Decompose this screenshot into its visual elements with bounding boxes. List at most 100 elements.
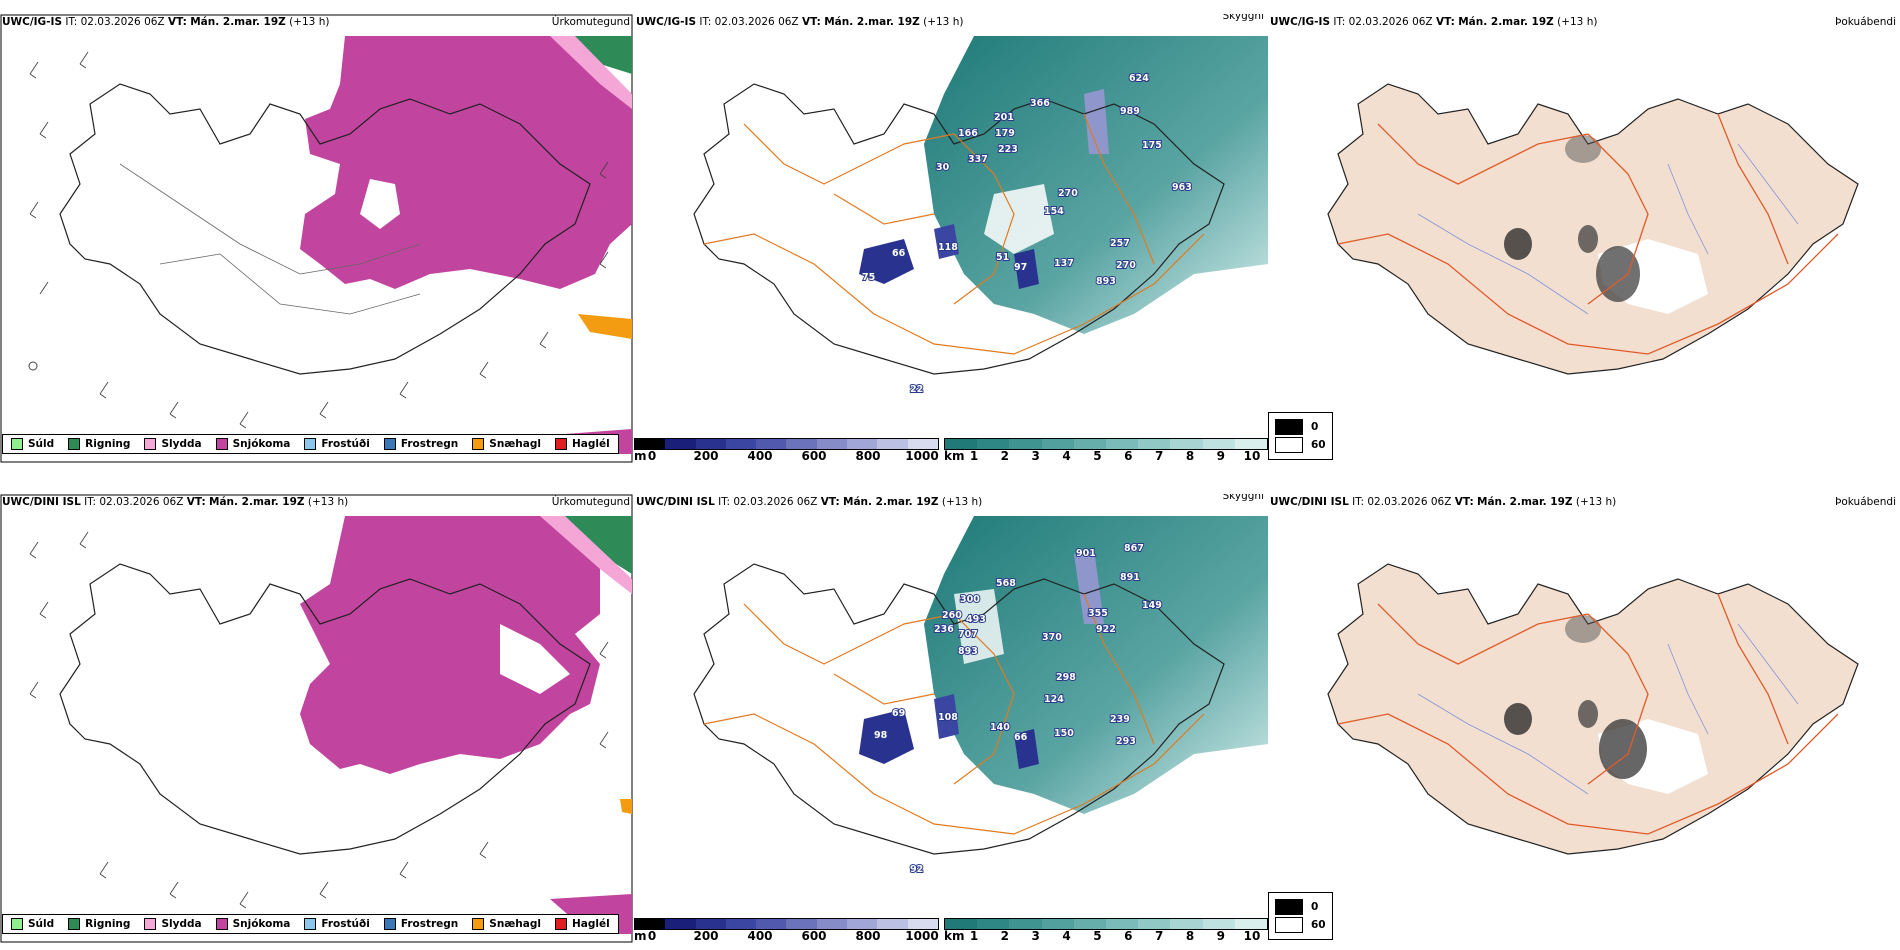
swatch-frostregn xyxy=(383,918,396,930)
cloud-label: 97 xyxy=(1014,262,1027,273)
legend-label: Haglél xyxy=(571,438,610,450)
swatch-frostregn xyxy=(383,438,396,450)
cloud-label: 260 xyxy=(942,610,962,621)
cloud-base-unit: m xyxy=(634,929,647,943)
visibility-color-step xyxy=(1041,439,1074,449)
legend-label: Haglél xyxy=(571,918,610,930)
swatch-frostudi xyxy=(304,438,317,450)
cloud-label: 298 xyxy=(1056,672,1076,683)
model-name: UWC/DINI ISL xyxy=(2,496,81,508)
cloud-label: 293 xyxy=(1116,736,1136,747)
cloud-label: 963 xyxy=(1172,182,1192,193)
panel-header: UWC/IG-IS IT: 02.03.2026 06Z VT: Mán. 2.… xyxy=(1268,14,1900,30)
cloud-label: 901 xyxy=(1076,548,1096,559)
visibility-color-step xyxy=(1170,439,1203,449)
legend-label: Snæhagl xyxy=(489,918,541,930)
cloud-base-color-step xyxy=(635,439,666,449)
it-value: 02.03.2026 06Z xyxy=(80,16,165,28)
visibility-tick: 9 xyxy=(1216,929,1226,943)
cloud-label: 137 xyxy=(1054,258,1074,269)
cloud-label: 624 xyxy=(1129,73,1149,84)
cloud-label: 150 xyxy=(1054,728,1074,739)
cloud-label: 201 xyxy=(994,112,1014,123)
lead-time: (+13 h) xyxy=(1557,16,1598,28)
cloud-label: 92 xyxy=(910,864,923,875)
visibility-scale: km 1 2 3 4 5 6 7 8 9 10 xyxy=(944,918,1268,944)
cloud-label: 867 xyxy=(1124,543,1144,554)
it-label: IT: xyxy=(699,16,712,28)
legend-label: Snæhagl xyxy=(489,438,541,450)
visibility-color-step xyxy=(1009,439,1042,449)
model-name: UWC/IG-IS xyxy=(2,16,63,28)
cloud-map: 901 867 568 891 300 260 493 236 707 355 … xyxy=(693,516,1268,876)
legend-item-snjokoma: Snjókoma xyxy=(215,918,290,930)
cloud-label: 179 xyxy=(995,128,1015,139)
fog-legend-row: 60 xyxy=(1275,437,1326,453)
visibility-tick: 3 xyxy=(1031,449,1040,463)
cloud-base-color-step xyxy=(786,919,817,929)
visibility-color-step xyxy=(1041,919,1074,929)
visibility-tick: 2 xyxy=(1000,929,1010,943)
visibility-tick: 4 xyxy=(1062,449,1071,463)
legend-item-frostregn: Frostregn xyxy=(383,438,458,450)
legend-item-frostudi: Frostúði xyxy=(304,918,370,930)
cloud-base-colorbar xyxy=(634,918,939,930)
visibility-tick: 1 xyxy=(969,929,979,943)
it-value: 02.03.2026 06Z xyxy=(733,496,818,508)
visibility-unit: km xyxy=(944,449,965,463)
visibility-color-step xyxy=(1202,439,1235,449)
visibility-color-step xyxy=(1202,919,1235,929)
cloud-label: 493 xyxy=(966,614,986,625)
cloud-label: 707 xyxy=(958,629,978,640)
cloud-base-color-step xyxy=(816,439,848,449)
it-label: IT: xyxy=(718,496,731,508)
cloud-label: 223 xyxy=(998,144,1018,155)
model-name: UWC/DINI ISL xyxy=(1270,496,1349,508)
legend-item-frostregn: Frostregn xyxy=(383,918,459,930)
cloud-label: 66 xyxy=(892,248,906,259)
cloud-base-color-step xyxy=(877,439,908,449)
visibility-color-step xyxy=(1138,439,1171,449)
cloud-label: 989 xyxy=(1120,106,1140,117)
cloud-base-color-step xyxy=(695,439,726,449)
cloud-base-color-step xyxy=(665,439,696,449)
cloud-label: 51 xyxy=(996,252,1009,263)
cloud-label: 366 xyxy=(1030,98,1050,109)
visibility-colorbar xyxy=(944,918,1268,930)
legend-label: Slydda xyxy=(161,918,202,930)
precip-map xyxy=(0,14,633,463)
visibility-tick: 10 xyxy=(1243,449,1261,463)
cloud-base-color-step xyxy=(665,919,696,929)
swatch-slydda xyxy=(144,918,157,930)
panel-header: UWC/DINI ISL IT: 02.03.2026 06Z VT: Mán.… xyxy=(0,494,634,510)
panel-title: Þokuábendi xyxy=(1835,496,1896,508)
cloud-base-color-step xyxy=(756,919,787,929)
cloud-base-tick: 0 xyxy=(647,929,657,943)
visibility-color-step xyxy=(945,919,978,929)
panel-header: UWC/DINI ISL IT: 02.03.2026 06Z VT: Mán.… xyxy=(1268,494,1900,510)
vt-label: VT: xyxy=(1435,16,1455,28)
swatch-rigning xyxy=(68,438,81,450)
vt-value: Mán. 2.mar. 19Z xyxy=(209,496,305,508)
visibility-tick: 8 xyxy=(1185,449,1195,463)
swatch-snaehagl xyxy=(472,438,485,450)
legend-item-rigning: Rigning xyxy=(68,438,130,450)
precip-panel-top: UWC/IG-IS IT: 02.03.2026 06Z VT: Mán. 2.… xyxy=(0,14,634,464)
cloud-base-color-step xyxy=(725,919,757,929)
visibility-colorbar xyxy=(944,438,1268,450)
vt-label: VT: xyxy=(1454,496,1474,508)
legend-item-suld: Súld xyxy=(11,918,54,930)
legend-item-slydda: Slydda xyxy=(144,918,202,930)
cloud-base-color-step xyxy=(847,439,878,449)
legend-label: Frostregn xyxy=(400,918,459,930)
panel-title: Þokuábendi xyxy=(1835,16,1896,28)
fog-swatch xyxy=(1275,917,1303,933)
legend-item-slydda: Slydda xyxy=(144,438,202,450)
fog-legend-label: 60 xyxy=(1311,439,1326,451)
visibility-tick: 1 xyxy=(969,449,979,463)
cloud-label: 922 xyxy=(1096,624,1116,635)
legend-label: Frostúði xyxy=(321,918,370,930)
cloud-labels-bottom: 901 867 568 891 300 260 493 236 707 355 … xyxy=(873,542,1163,876)
cloud-label: 22 xyxy=(910,384,923,395)
cloud-base-tick: 800 xyxy=(855,449,881,463)
